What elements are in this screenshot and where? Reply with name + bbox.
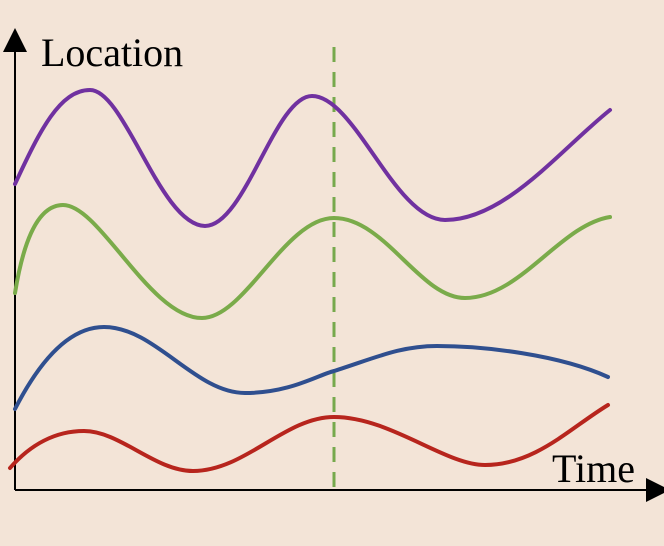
y-axis-title: Location xyxy=(41,30,184,75)
purple-curve xyxy=(13,87,612,229)
red-curve xyxy=(8,403,610,474)
green-curve xyxy=(13,202,612,321)
x-axis-title: Time xyxy=(552,446,636,491)
blue-curve xyxy=(13,324,610,411)
